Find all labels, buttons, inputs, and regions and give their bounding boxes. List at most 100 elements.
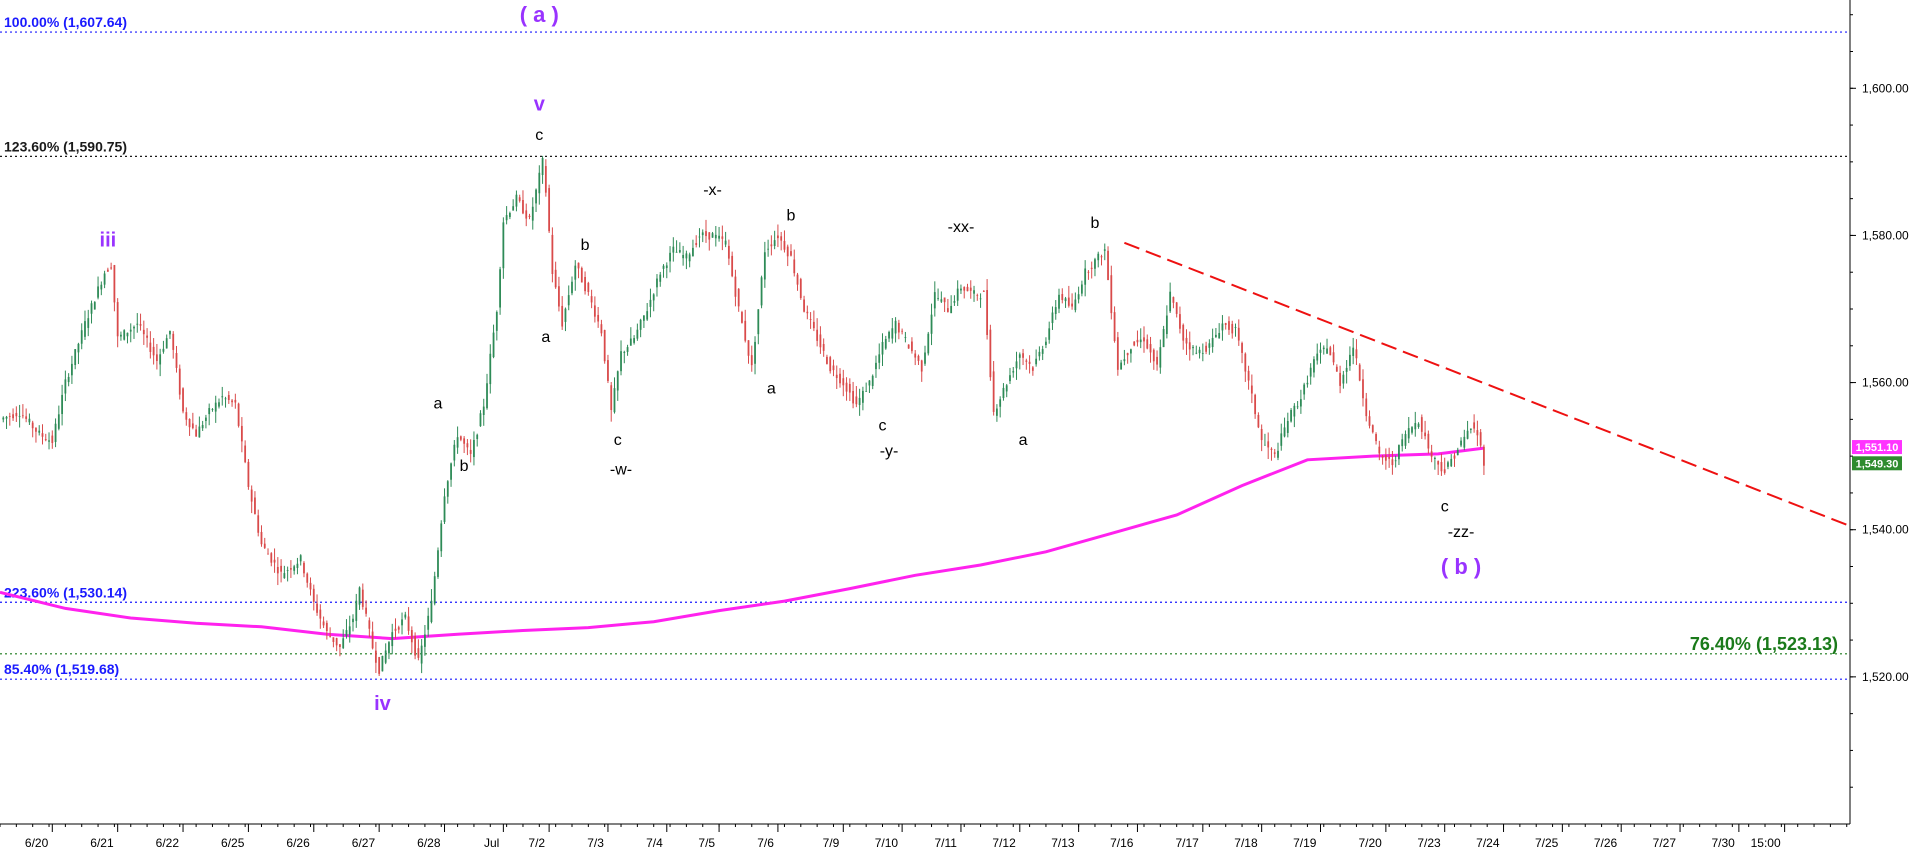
x-tick-label: 6/25 [221,836,245,850]
candle-body [943,297,946,303]
candle-body [1077,294,1080,300]
candle-body [858,397,861,406]
y-tick-label: 1,600.00 [1862,81,1909,95]
x-tick-label: 7/17 [1175,836,1199,850]
candle-body [1349,354,1351,366]
candle-body [149,342,152,352]
candle-body [806,311,809,314]
candle-body [1394,460,1397,462]
candle-body [1237,327,1240,341]
level-label: 223.60% (1,530.14) [4,584,127,600]
x-tick-label: 7/19 [1293,836,1317,850]
candle-body [796,274,799,285]
candle-body [48,440,50,442]
wave-label: a [1019,432,1028,449]
candle-body [175,353,178,368]
candle-body [1450,458,1453,467]
candle-body [750,355,753,366]
candle-body [417,648,420,658]
candle-body [1443,469,1446,473]
candle-body [865,390,868,392]
candle-body [904,337,907,338]
candle-body [159,354,162,365]
candle-body [1283,427,1286,437]
candle-body [535,189,537,204]
candle-body [453,444,456,461]
candle-body [61,394,64,415]
candle-body [273,559,276,563]
candle-body [433,576,436,604]
candle-body [169,330,171,335]
candle-body [348,626,351,635]
candle-body [809,318,812,320]
candle-body [1388,457,1391,459]
candle-body [1329,347,1332,356]
candle-body [1116,337,1119,370]
candle-body [476,434,479,440]
candle-body [1110,275,1113,314]
candle-body [567,295,570,306]
candle-body [1041,349,1044,354]
candle-body [842,378,845,386]
candle-body [1293,405,1296,417]
candle-body [84,321,86,337]
candle-body [1414,423,1417,430]
candle-body [973,290,975,294]
candle-body [1005,385,1008,392]
wave-label: b [581,237,590,254]
candle-body [1424,432,1426,437]
candle-body [1218,332,1221,339]
candle-body [976,294,979,296]
candle-body [574,265,577,280]
candle-body [1440,462,1443,472]
level-label: 85.40% (1,519.68) [4,661,119,677]
candle-body [607,360,609,381]
candle-body [234,399,237,403]
candle-body [218,402,220,407]
candle-body [1339,372,1342,386]
candle-body [198,426,201,438]
candle-body [1126,353,1129,356]
candle-body [662,265,665,269]
candle-body [1018,354,1021,358]
candle-body [1146,339,1149,349]
candle-body [558,286,560,307]
candle-body [283,573,286,579]
candle-body [1460,440,1462,446]
x-tick-label: 7/12 [992,836,1016,850]
trendline-layer [1124,241,1851,527]
candle-body [1241,343,1243,353]
candle-body [1391,459,1394,466]
x-tick-label: 7/13 [1051,836,1075,850]
candle-body [669,252,671,262]
candle-body [35,428,37,432]
candle-body [878,354,881,363]
candle-body [1447,462,1449,467]
moving-average-layer [0,446,1485,641]
candle-body [541,158,544,176]
candle-body [1025,360,1028,362]
candle-body [188,419,191,428]
candle-body [290,568,292,570]
candle-body [969,287,972,291]
candle-body [430,600,433,623]
candle-body [1273,452,1276,454]
candle-body [1192,346,1194,349]
candle-body [221,396,224,398]
candle-body [1303,384,1306,395]
candle-body [1316,353,1319,361]
candle-body [28,418,31,423]
candle-body [1139,339,1142,343]
candle-body [956,288,959,301]
candle-body [1250,385,1253,394]
candle-body [12,414,14,419]
candle-body [355,600,358,621]
candle-body [953,301,956,303]
candle-body [296,563,299,568]
x-tick-label: 7/11 [934,836,957,850]
candle-body [610,385,613,411]
candle-body [613,388,616,413]
candle-body [999,399,1002,407]
candle-body [548,188,551,232]
